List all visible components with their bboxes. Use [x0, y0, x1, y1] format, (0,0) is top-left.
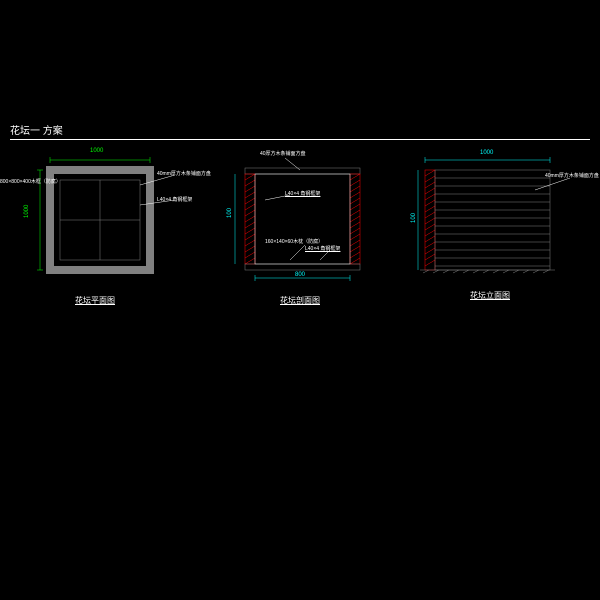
- plan-view: 1000 1000 800×800×400木框（防腐） 40mm厚方木条铺面方盘…: [30, 150, 180, 320]
- section-view: 40厚方木条铺面方盘 L40×4 角钢框架 160×140×60木枕（防腐） L…: [230, 150, 380, 320]
- plan-dim-left: 1000: [24, 205, 30, 218]
- section-dim-bot: 800: [295, 272, 305, 278]
- plan-label-r2: L40×4 角钢框架: [157, 196, 192, 203]
- elev-dim-side: 100: [411, 213, 417, 223]
- section-dim-side: 100: [227, 208, 233, 218]
- plan-label-r1: 40mm厚方木条铺面方盘: [157, 170, 211, 177]
- section-label-b2: L40×4 角钢框架: [305, 245, 340, 252]
- plan-label-left: 800×800×400木框（防腐）: [0, 178, 61, 185]
- sheet-title: 花坛一 方案: [10, 126, 63, 137]
- section-label-top: 40厚方木条铺面方盘: [260, 150, 306, 157]
- plan-title: 花坛平面图: [75, 295, 115, 306]
- elev-label-right: 40mm厚方木条铺面方盘: [545, 172, 599, 179]
- drawing-area: 1000 1000 800×800×400木框（防腐） 40mm厚方木条铺面方盘…: [0, 150, 600, 350]
- elevation-view: 1000 100 40mm厚方木条铺面方盘 花坛立面图: [415, 150, 585, 320]
- plan-dim-top: 1000: [90, 148, 103, 154]
- section-label-b1: 160×140×60木枕（防腐）: [265, 238, 323, 245]
- sheet-header: 花坛一 方案: [10, 122, 590, 140]
- section-label-mid: L40×4 角钢框架: [285, 190, 320, 197]
- section-title: 花坛剖面图: [280, 295, 320, 306]
- elevation-title: 花坛立面图: [470, 290, 510, 301]
- elev-dim-top: 1000: [480, 150, 493, 156]
